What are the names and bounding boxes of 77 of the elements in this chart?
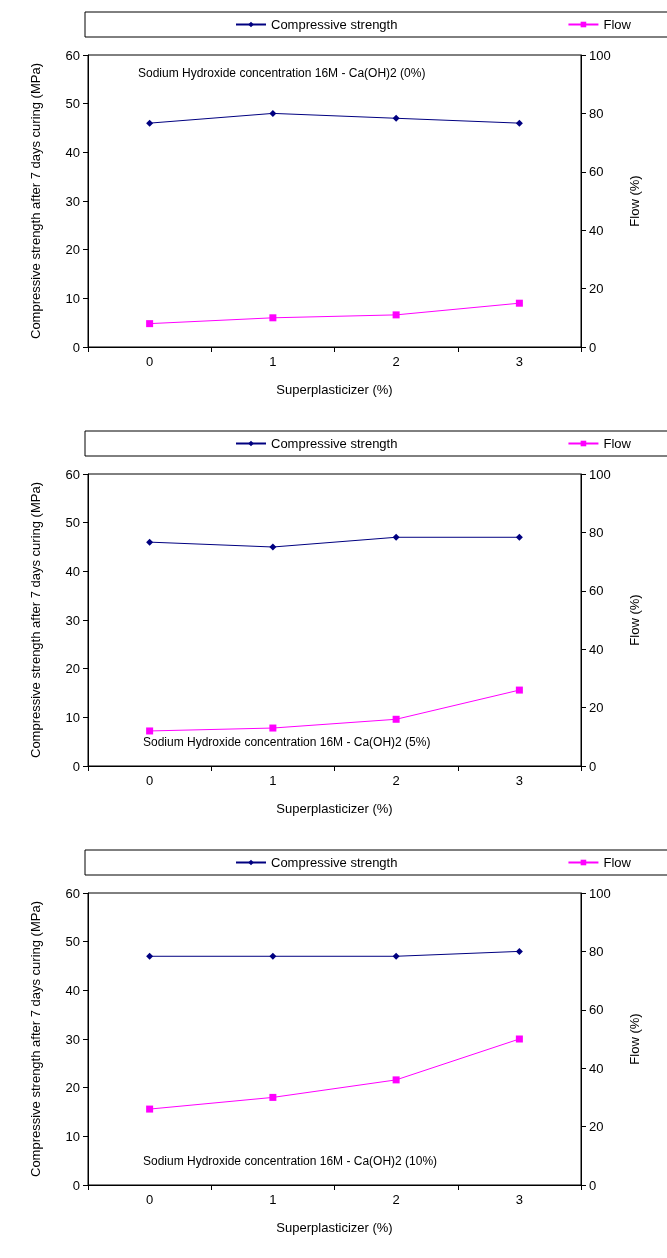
y-tick-label: 30: [65, 612, 80, 628]
y-tick-label: 30: [65, 1031, 80, 1047]
y-tick-label: 40: [65, 563, 80, 579]
x-tick-label: 3: [515, 773, 523, 788]
y-tick-label: 60: [65, 885, 80, 901]
y-tick-label: 40: [65, 144, 80, 160]
y-tick-label: 10: [65, 1128, 80, 1144]
point: [515, 1035, 523, 1043]
y2-tick-label: 60: [589, 583, 604, 599]
legend-label: Flow: [603, 855, 632, 870]
y2-tick-label: 80: [589, 105, 604, 121]
y2-tick-label: 0: [589, 758, 597, 774]
x-tick-label: 0: [146, 354, 154, 369]
y2-axis-title: Flow (%): [626, 1013, 642, 1065]
y2-tick-label: 80: [589, 524, 604, 540]
y2-tick-label: 0: [589, 1177, 597, 1193]
legend-label: Compressive strength: [271, 436, 398, 451]
y2-tick-label: 40: [589, 222, 604, 238]
x-tick-label: 3: [515, 354, 523, 369]
y2-tick-label: 0: [589, 339, 597, 355]
y-tick-label: 20: [65, 661, 80, 677]
y-axis-title: Compressive strength after 7 days curing (MPa): [27, 482, 43, 758]
point: [146, 1105, 154, 1113]
y2-tick-label: 80: [589, 943, 604, 959]
x-tick-label: 2: [392, 354, 400, 369]
annotation: Sodium Hydroxide concentration 16M - Ca(OH)2 (0%): [138, 66, 426, 80]
y-tick-label: 10: [65, 290, 80, 306]
point: [146, 727, 154, 735]
y-tick-label: 10: [65, 709, 80, 725]
y-tick-label: 0: [72, 339, 80, 355]
x-tick-label: 1: [269, 354, 277, 369]
point: [515, 686, 523, 694]
x-axis-title: Superplasticizer (%): [276, 382, 393, 397]
point: [392, 1076, 400, 1084]
annotation: Sodium Hydroxide concentration 16M - Ca(OH)2 (5%): [143, 735, 431, 749]
y-axis-title: Compressive strength after 7 days curing (MPa): [27, 901, 43, 1177]
y-tick-label: 60: [65, 466, 80, 482]
x-tick-label: 3: [515, 1192, 523, 1207]
y2-tick-label: 20: [589, 281, 604, 297]
y2-tick-label: 100: [589, 466, 611, 482]
y2-tick-label: 60: [589, 164, 604, 180]
y2-tick-label: 100: [589, 47, 611, 63]
y-tick-label: 50: [65, 96, 80, 112]
y-tick-label: 0: [72, 758, 80, 774]
point: [269, 724, 277, 732]
y2-axis-title: Flow (%): [626, 594, 642, 646]
x-tick-label: 1: [269, 1192, 277, 1207]
y-tick-label: 20: [65, 242, 80, 258]
y2-tick-label: 40: [589, 1060, 604, 1076]
y2-tick-label: 20: [589, 1119, 604, 1135]
x-tick-label: 2: [392, 1192, 400, 1207]
legend-label: Compressive strength: [271, 17, 398, 32]
y-tick-label: 30: [65, 193, 80, 209]
y-tick-label: 0: [72, 1177, 80, 1193]
legend-label: Flow: [603, 17, 632, 32]
x-tick-label: 0: [146, 773, 154, 788]
y2-tick-label: 20: [589, 700, 604, 716]
x-axis-title: Superplasticizer (%): [276, 1220, 393, 1235]
x-tick-label: 1: [269, 773, 277, 788]
x-tick-label: 0: [146, 1192, 154, 1207]
y2-tick-label: 100: [589, 885, 611, 901]
point: [269, 1093, 277, 1101]
annotation: Sodium Hydroxide concentration 16M - Ca(OH)2 (10%): [143, 1154, 438, 1168]
y-tick-label: 50: [65, 934, 80, 950]
y2-axis-title: Flow (%): [626, 175, 642, 227]
y-tick-label: 50: [65, 515, 80, 531]
legend-label: Flow: [603, 436, 632, 451]
y-tick-label: 20: [65, 1080, 80, 1096]
y2-tick-label: 60: [589, 1002, 604, 1018]
x-axis-title: Superplasticizer (%): [276, 801, 393, 816]
y-axis-title: Compressive strength after 7 days curing (MPa): [27, 63, 43, 339]
y-tick-label: 60: [65, 47, 80, 63]
legend-label: Compressive strength: [271, 855, 398, 870]
y-tick-label: 40: [65, 982, 80, 998]
x-tick-label: 2: [392, 773, 400, 788]
y2-tick-label: 40: [589, 641, 604, 657]
point: [392, 715, 400, 723]
